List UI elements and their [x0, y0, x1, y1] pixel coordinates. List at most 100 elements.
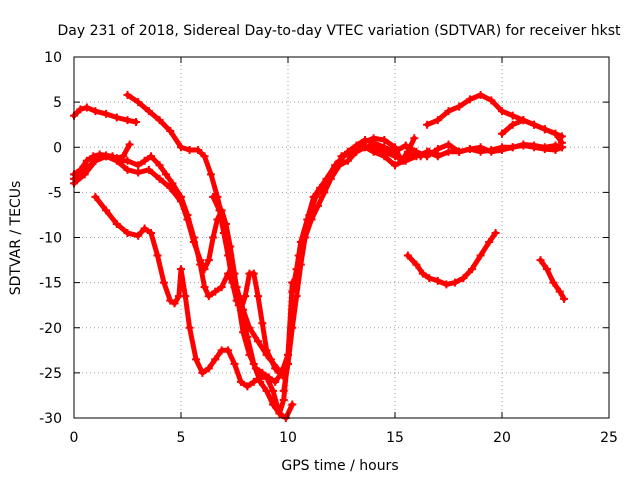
data-point	[271, 364, 280, 373]
data-point	[125, 140, 134, 149]
data-point	[80, 165, 89, 174]
y-tick-label: -5	[48, 185, 62, 201]
data-point	[433, 116, 442, 125]
data-point	[204, 292, 213, 301]
data-point	[369, 134, 378, 143]
data-point	[228, 278, 237, 287]
data-point	[166, 296, 175, 305]
data-point	[433, 145, 442, 154]
data-point	[112, 154, 121, 163]
data-point	[168, 179, 177, 188]
data-point	[412, 260, 421, 269]
data-point	[185, 145, 194, 154]
data-point	[147, 228, 156, 237]
data-point	[530, 120, 539, 129]
data-point	[418, 269, 427, 278]
data-point	[217, 283, 226, 292]
data-point	[269, 386, 278, 395]
data-point	[239, 328, 248, 337]
data-point	[134, 98, 143, 107]
series-arc-11	[337, 140, 566, 161]
axis-ticks: 0 5 10 15 20 25 10 5 0 -5 -10 -15 -20 -25 -30	[39, 50, 618, 446]
data-point	[555, 287, 564, 296]
data-point	[292, 265, 301, 274]
data-point	[551, 145, 560, 154]
data-point	[76, 105, 85, 114]
data-point	[369, 141, 378, 150]
data-point	[132, 117, 141, 126]
data-point	[476, 90, 485, 99]
data-point	[313, 201, 322, 210]
data-point	[200, 283, 209, 292]
data-point	[326, 174, 335, 183]
series-arc-15	[403, 228, 500, 289]
data-point	[147, 152, 156, 161]
data-point	[102, 206, 111, 215]
data-point	[288, 323, 297, 332]
data-point	[455, 102, 464, 111]
data-point	[519, 116, 528, 125]
data-point	[245, 350, 254, 359]
data-point	[153, 251, 162, 260]
data-point	[181, 292, 190, 301]
data-point	[450, 278, 459, 287]
data-point	[200, 152, 209, 161]
data-point	[320, 188, 329, 197]
data-point	[444, 147, 453, 156]
data-point	[89, 152, 98, 161]
data-point	[465, 145, 474, 154]
data-point	[243, 382, 252, 391]
data-point	[102, 109, 111, 118]
series-line	[405, 230, 499, 287]
data-point	[433, 276, 442, 285]
data-point	[423, 120, 432, 129]
data-point	[444, 140, 453, 149]
data-point	[442, 280, 451, 289]
data-point	[508, 111, 517, 120]
data-point	[140, 224, 149, 233]
x-axis-title: GPS time / hours	[281, 458, 398, 474]
data-point	[102, 152, 111, 161]
data-point	[549, 278, 558, 287]
data-point	[194, 145, 203, 154]
data-point	[112, 113, 121, 122]
data-point	[91, 156, 100, 165]
data-point	[444, 107, 453, 116]
x-tick-label: 0	[70, 430, 79, 446]
data-point	[144, 165, 153, 174]
data-point	[82, 156, 91, 165]
data-point	[112, 219, 121, 228]
data-point	[185, 323, 194, 332]
data-point	[423, 152, 432, 161]
data-point	[134, 168, 143, 177]
x-tick-label: 25	[600, 430, 618, 446]
data-point	[275, 409, 284, 418]
data-point	[335, 161, 344, 170]
data-point	[236, 377, 245, 386]
data-point	[123, 90, 132, 99]
data-point	[498, 129, 506, 138]
series-line	[125, 92, 287, 380]
data-point	[391, 161, 399, 170]
data-point	[403, 147, 412, 156]
data-point	[425, 274, 434, 283]
data-point	[140, 156, 149, 165]
data-point	[542, 265, 551, 274]
data-point	[262, 346, 271, 355]
data-point	[465, 95, 474, 104]
data-point	[557, 138, 566, 147]
data-point	[91, 107, 100, 116]
data-point	[266, 355, 275, 364]
data-point	[498, 107, 506, 116]
data-point	[487, 96, 496, 105]
series-line	[296, 144, 441, 258]
data-point	[348, 147, 357, 156]
data-point	[485, 238, 494, 247]
data-point	[200, 265, 209, 274]
data-point	[337, 152, 346, 161]
data-point	[412, 147, 421, 156]
data-point	[155, 174, 164, 183]
data-point	[209, 233, 218, 242]
data-point	[254, 337, 263, 346]
data-point	[170, 299, 179, 308]
